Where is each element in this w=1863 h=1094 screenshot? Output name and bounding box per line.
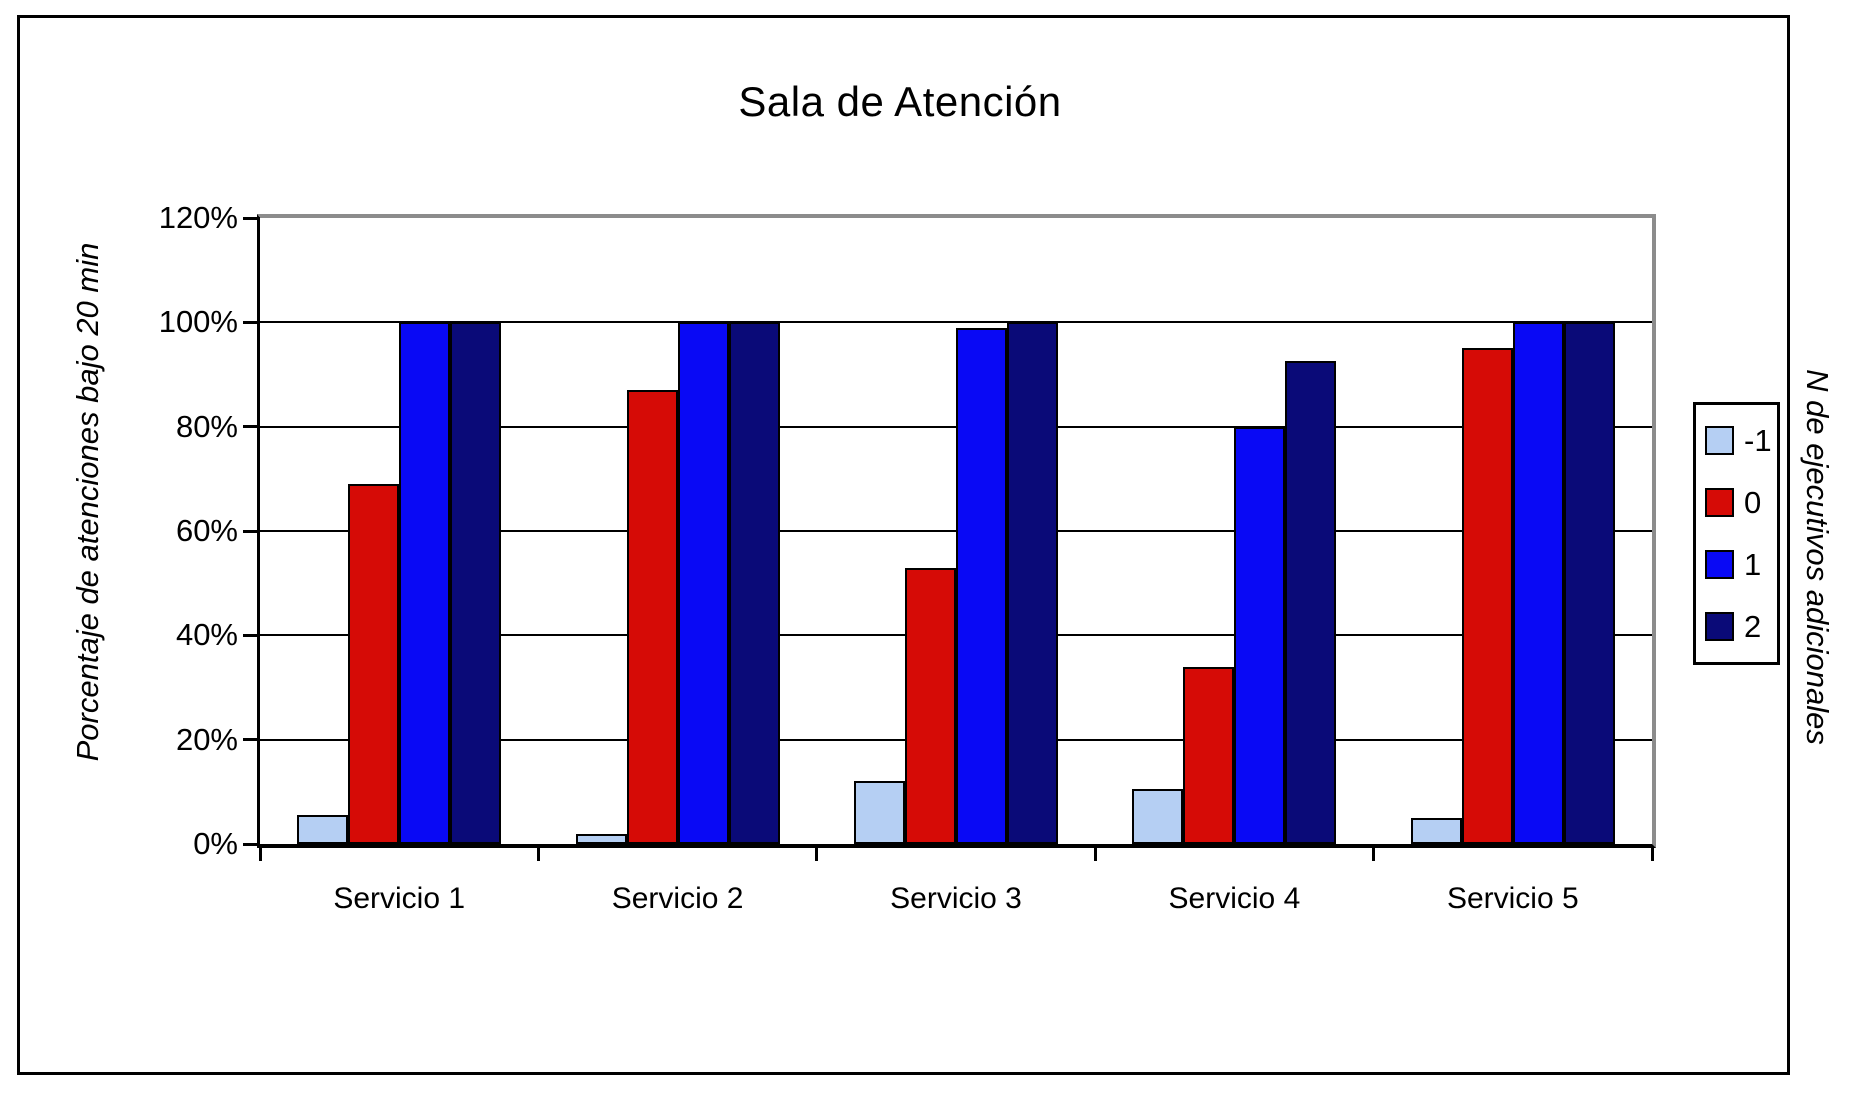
y-tick-mark [243,529,260,533]
x-tick-mark [1650,846,1654,861]
x-category-label: Servicio 3 [890,882,1022,915]
y-tick-label: 60% [175,513,238,548]
legend-axis-title: N de ejecutivos adicionales [1800,369,1835,745]
bar-servicio-2-series-0 [626,390,678,844]
legend-swatch-0 [1705,487,1734,517]
bar-servicio-1-series-1 [399,322,451,844]
x-tick-mark [258,846,262,861]
bar-servicio-5-series--1 [1410,818,1462,844]
legend-item--1: -1 [1696,425,1777,456]
y-tick-label: 120% [158,200,238,235]
x-category-label: Servicio 2 [611,882,744,915]
y-tick-label: 0% [193,826,238,861]
x-tick-mark [1372,846,1376,861]
y-tick-label: 20% [175,721,238,757]
chart-title: Sala de Atención [738,78,1062,125]
bar-group-1 [260,218,538,844]
legend-label: 0 [1744,484,1762,520]
legend-swatch--1 [1705,425,1734,455]
legend-item-1: 1 [1696,549,1777,580]
legend-label: 2 [1744,609,1762,645]
bar-servicio-5-series-2 [1563,322,1615,844]
y-tick-label: 100% [158,304,238,340]
y-tick-mark [243,842,260,846]
bar-servicio-3-series-1 [955,328,1007,844]
x-category-label: Servicio 1 [333,882,466,915]
x-tick-mark [815,846,819,861]
bar-servicio-2-series-1 [677,322,729,844]
bar-group-5 [1374,218,1652,844]
bar-servicio-5-series-1 [1512,322,1564,844]
legend-swatch-1 [1705,550,1734,580]
y-tick-label: 40% [175,617,238,653]
bar-group-3 [817,218,1095,844]
bar-servicio-1-series-0 [348,484,400,844]
y-tick-mark [243,320,260,324]
legend-label: -1 [1744,422,1772,458]
legend-label: 1 [1744,547,1762,583]
plot-area [257,214,1656,848]
bar-servicio-4-series-2 [1285,361,1337,844]
gridline-100 [260,321,1652,324]
legend-item-0: 0 [1696,487,1777,518]
bar-servicio-3-series--1 [853,781,905,844]
bar-servicio-1-series--1 [297,815,349,844]
bar-group-4 [1095,218,1373,844]
y-tick-label: 80% [175,408,238,444]
x-category-label: Servicio 4 [1168,882,1301,915]
bar-servicio-4-series--1 [1132,789,1184,844]
bar-servicio-1-series-2 [450,322,502,844]
bar-group-2 [538,218,816,844]
bar-servicio-2-series--1 [575,834,627,844]
y-tick-mark [243,633,260,637]
x-tick-mark [1093,846,1097,861]
legend-box: -1 0 1 2 [1693,402,1780,665]
bar-servicio-5-series-0 [1461,348,1513,844]
y-tick-mark [243,738,260,742]
bar-servicio-2-series-2 [728,322,780,844]
legend-swatch-2 [1705,612,1734,642]
bar-servicio-4-series-1 [1234,427,1286,844]
y-tick-mark [243,425,260,429]
bar-servicio-3-series-0 [904,568,956,844]
x-tick-mark [536,846,540,861]
x-category-label: Servicio 5 [1446,882,1579,915]
y-tick-mark [243,216,260,220]
legend-item-2: 2 [1696,611,1777,642]
bar-servicio-3-series-2 [1006,322,1058,844]
bar-servicio-4-series-0 [1183,667,1235,844]
